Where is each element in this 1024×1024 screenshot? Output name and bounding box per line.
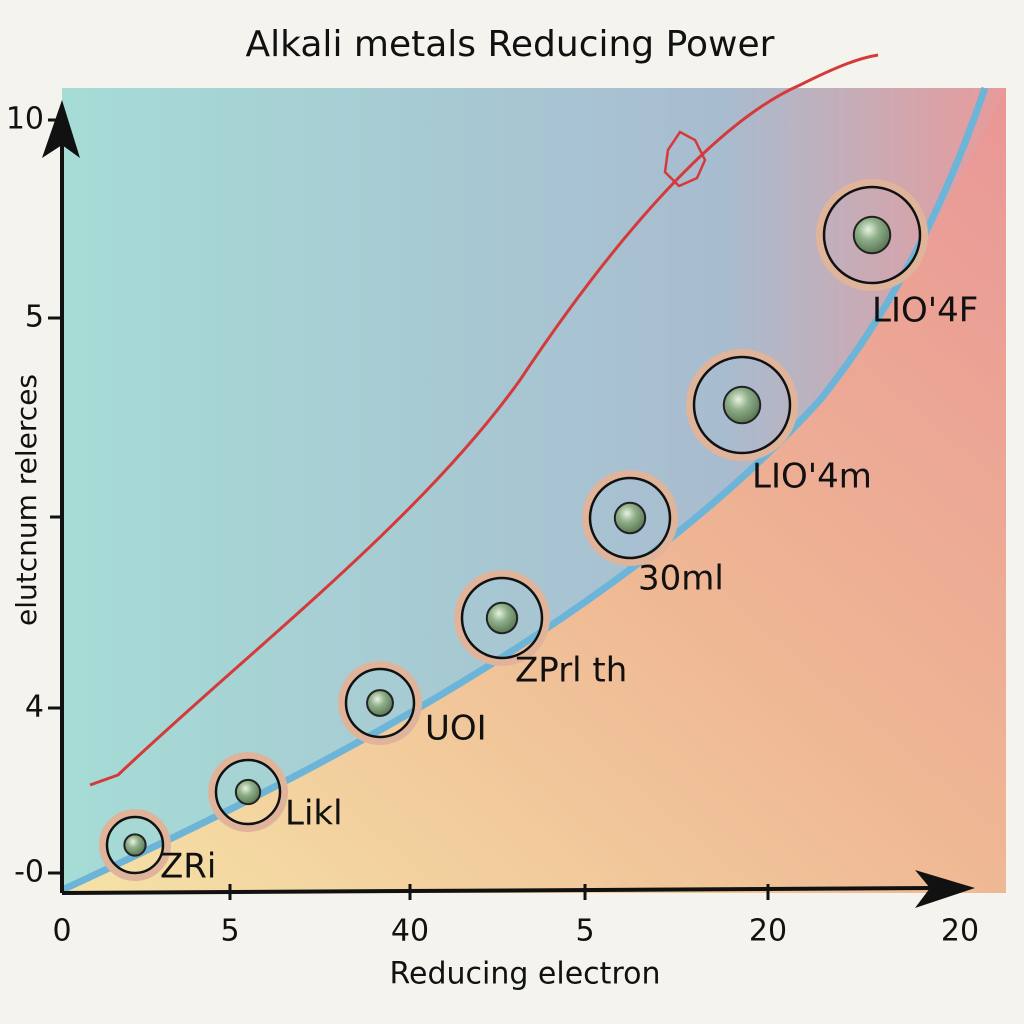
y-tick-label: 4: [25, 690, 44, 725]
point-halo: [582, 470, 678, 566]
y-axis-label: elutcnum relerces: [10, 374, 43, 626]
point-halo: [208, 752, 288, 832]
x-tick-label: 5: [220, 914, 239, 949]
point-label: 30ml: [638, 559, 724, 599]
x-tick-label: 5: [575, 914, 594, 949]
y-arrow: [42, 100, 80, 158]
point-label: Likl: [285, 794, 343, 834]
point-label: LIO'4F: [872, 291, 978, 331]
y-tick-label: 10: [6, 102, 44, 137]
x-tick-label: 20: [749, 914, 787, 949]
point: [485, 601, 519, 635]
point-label: ZRi: [160, 847, 216, 887]
point-label: ZPrl th: [515, 651, 627, 691]
point-ring: [344, 667, 416, 739]
x-axis-label: Reducing electron: [390, 957, 661, 992]
x-tick-label: 0: [52, 914, 71, 949]
scribble: [663, 130, 707, 188]
point-ring: [822, 185, 922, 285]
point-halo: [338, 661, 422, 745]
point-label: UOI: [425, 709, 487, 749]
point-halo: [686, 349, 798, 461]
point: [722, 385, 762, 425]
point: [852, 215, 892, 255]
point-halo: [99, 809, 171, 881]
x-arrow: [915, 870, 975, 908]
point: [366, 689, 394, 717]
lower-region: [62, 88, 1006, 893]
point-halo: [454, 570, 550, 666]
point-halo: [816, 179, 928, 291]
point: [123, 833, 147, 857]
point-ring: [692, 355, 792, 455]
point-label: LIO'4m: [752, 457, 872, 497]
x-axis: [61, 886, 936, 895]
x-tick-label: 40: [391, 914, 429, 949]
point: [613, 501, 647, 535]
point-ring: [105, 815, 165, 875]
chart-title: Alkali metals Reducing Power: [246, 24, 775, 65]
point-ring: [460, 576, 544, 660]
point-ring: [214, 758, 282, 826]
point-ring: [588, 476, 672, 560]
red-curve: [89, 53, 879, 787]
x-tick-label: 20: [941, 914, 979, 949]
point: [234, 778, 262, 806]
y-tick-label: 5: [25, 300, 44, 335]
y-tick-label: -0: [14, 855, 44, 890]
